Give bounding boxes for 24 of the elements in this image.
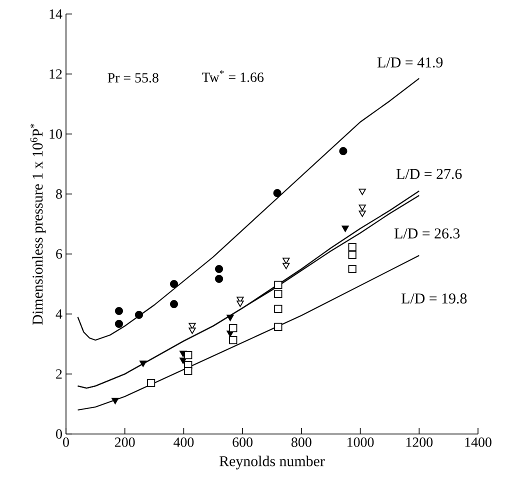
x-tick-label: 1400	[465, 438, 492, 447]
annotation: Pr = 55.8	[108, 73, 158, 83]
y-axis-title: Dimensionless pressure 1 x 10$^{6}$P$^{*}$	[30, 124, 46, 325]
y-tick-label: 12	[50, 69, 62, 79]
x-axis-title: Reynolds number	[220, 456, 325, 470]
y-tick-label: 6	[56, 249, 62, 259]
x-tick-label: 400	[174, 438, 194, 447]
y-tick-label: 10	[50, 129, 62, 139]
series-label: L/D = 19.8	[402, 293, 467, 304]
x-tick-label: 600	[232, 438, 252, 447]
y-tick-label: 8	[56, 189, 62, 199]
y-tick-label: 2	[56, 369, 62, 379]
series-label: L/D = 26.3	[394, 228, 460, 239]
y-tick-label: 14	[50, 9, 62, 19]
x-tick-label: 1200	[406, 438, 433, 447]
y-tick-label: 4	[56, 309, 62, 319]
x-tick-label: 800	[292, 438, 312, 447]
x-tick-label: 200	[115, 438, 135, 447]
series-label: L/D = 41.9	[378, 57, 443, 68]
x-tick-label: 1000	[348, 438, 374, 447]
series-label: L/D = 27.6	[396, 168, 462, 180]
y-tick-label: 0	[56, 429, 62, 439]
annotation: Tw$^{*}$ = 1.66	[202, 70, 264, 82]
x-tick-label: 0	[63, 438, 69, 447]
